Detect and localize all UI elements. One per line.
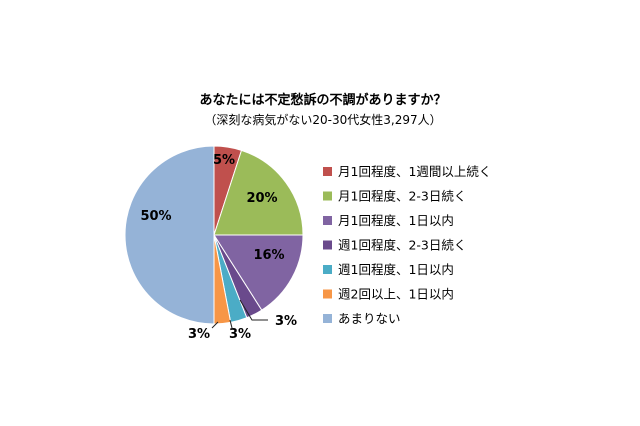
leader-lines: [211, 299, 268, 329]
legend-swatch: [323, 191, 332, 201]
legend-label: 週2回以上、1日以内: [338, 287, 454, 302]
slice-data-label: 3%: [275, 314, 297, 329]
leader-line: [229, 319, 233, 329]
slice-data-label: 20%: [246, 191, 277, 206]
leader-line: [239, 299, 268, 321]
legend: 月1回程度、1週間以上続く月1回程度、2-3日続く月1回程度、1日以内週1回程度…: [323, 164, 491, 326]
chart-subtitle: （深刻な病気がない20-30代女性3,297人）: [204, 112, 441, 127]
legend-swatch: [323, 240, 332, 250]
legend-label: 週1回程度、2-3日続く: [338, 238, 466, 253]
slice-data-label: 50%: [140, 209, 171, 224]
legend-swatch: [323, 167, 332, 176]
slice-data-label: 3%: [188, 327, 210, 342]
pie-slices: [124, 145, 304, 325]
legend-swatch: [323, 289, 332, 299]
legend-label: あまりない: [338, 311, 401, 326]
data-labels: 5% 20% 16% 3% 3% 3% 50%: [140, 153, 297, 342]
leader-line: [211, 321, 219, 329]
legend-label: 週1回程度、1日以内: [338, 262, 454, 277]
legend-label: 月1回程度、1週間以上続く: [338, 164, 491, 179]
legend-swatch: [323, 265, 332, 274]
slice-data-label: 3%: [229, 327, 251, 342]
pie-slice: [213, 234, 304, 311]
slice-data-label: 16%: [253, 248, 284, 263]
legend-swatch: [323, 314, 332, 323]
legend-label: 月1回程度、1日以内: [338, 213, 454, 228]
slice-data-label: 5%: [213, 153, 235, 168]
legend-label: 月1回程度、2-3日続く: [338, 189, 466, 204]
pie-slice: [124, 145, 215, 325]
pie-slice: [213, 149, 304, 236]
legend-swatch: [323, 216, 332, 225]
chart-title: あなたには不定愁訴の不調がありますか？: [199, 92, 446, 108]
